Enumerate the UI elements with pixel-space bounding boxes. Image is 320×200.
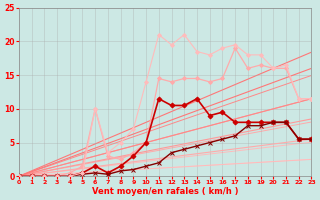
X-axis label: Vent moyen/en rafales ( km/h ): Vent moyen/en rafales ( km/h ) (92, 187, 238, 196)
